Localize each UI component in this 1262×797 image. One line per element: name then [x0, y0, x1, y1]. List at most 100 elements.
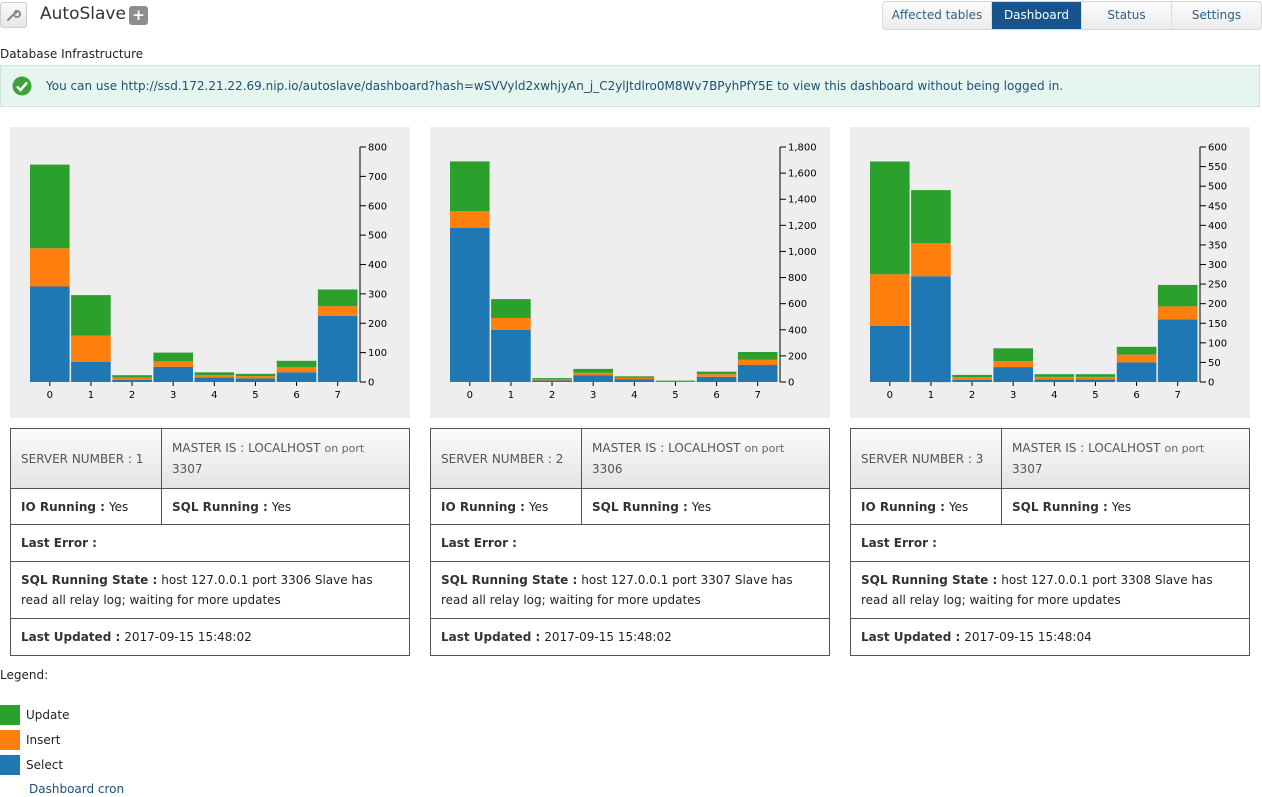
bar-segment-update: [491, 299, 531, 318]
notice-text: You can use http://ssd.172.21.22.69.nip.…: [46, 79, 1064, 93]
y-tick-label: 200: [788, 351, 807, 362]
bar-segment-insert: [235, 376, 276, 379]
y-tick-label: 1,800: [788, 143, 817, 154]
bar-segment-update: [235, 373, 276, 377]
x-tick-label: 1: [88, 390, 94, 401]
bar-segment-insert: [696, 374, 737, 377]
server-number: SERVER NUMBER : 2: [431, 429, 582, 488]
y-tick-label: 300: [1208, 260, 1227, 271]
x-tick-label: 1: [508, 390, 514, 401]
x-tick-label: 5: [252, 390, 258, 401]
x-tick-label: 0: [887, 390, 893, 401]
bar-segment-select: [614, 379, 655, 382]
sql-running-state: SQL Running State : host 127.0.0.1 port 3…: [861, 573, 1213, 607]
x-tick-label: 4: [211, 390, 217, 401]
check-circle-icon: [12, 76, 32, 96]
add-button[interactable]: +: [129, 6, 148, 25]
bar-segment-select: [870, 326, 910, 382]
bar-segment-insert: [194, 375, 235, 378]
y-tick-label: 0: [368, 378, 374, 389]
bar-segment-insert: [450, 211, 490, 228]
bar-segment-insert: [30, 248, 70, 287]
y-tick-label: 500: [1208, 182, 1227, 193]
dashboard-cron-link[interactable]: Dashboard cron: [29, 782, 125, 796]
bar-segment-update: [71, 295, 111, 336]
y-tick-label: 550: [1208, 162, 1227, 173]
x-tick-label: 3: [170, 390, 176, 401]
tab-settings[interactable]: Settings: [1191, 8, 1242, 22]
tab-dashboard[interactable]: Dashboard: [992, 2, 1082, 29]
bar-segment-select: [1075, 379, 1116, 382]
legend-swatch: [0, 755, 20, 775]
bar-segment-select: [911, 276, 951, 383]
last-error: Last Error :: [861, 536, 937, 550]
master-info: MASTER IS : LOCALHOST on port 3307: [172, 441, 365, 476]
legend-item-select: Select: [0, 755, 63, 775]
server-chart: 0 1 2 3 4 5 6 7 0 200 400 600 800 1,000 1,200 1,400 1,60…: [430, 127, 830, 418]
legend-item-update: Update: [0, 705, 69, 725]
bar-segment-update: [870, 161, 910, 275]
bar-segment-select: [235, 378, 276, 382]
bar-segment-insert: [614, 377, 655, 380]
y-tick-label: 1,400: [788, 195, 817, 206]
y-tick-label: 200: [1208, 299, 1227, 310]
bar-segment-insert: [1034, 376, 1075, 380]
sql-running: SQL Running : Yes: [1012, 499, 1132, 514]
legend-swatch: [0, 730, 20, 750]
server-chart: 0 1 2 3 4 5 6 7 0 50 100 150 200 250 300 350 400 450 500 55…: [850, 127, 1250, 418]
bar-segment-update: [1116, 346, 1157, 355]
master-info: MASTER IS : LOCALHOST on port 3306: [592, 441, 785, 476]
server-panel-2: 0 1 2 3 4 5 6 7 0 200 400 600 800 1,000 1,200 1,400 1,60…: [430, 127, 830, 656]
wrench-icon: [6, 9, 21, 21]
x-tick-label: 7: [1175, 390, 1181, 401]
sql-running-state: SQL Running State : host 127.0.0.1 port 3…: [441, 573, 793, 607]
bar-segment-insert: [911, 243, 951, 277]
y-tick-label: 1,200: [788, 221, 817, 232]
x-tick-label: 0: [467, 390, 473, 401]
server-info-table: SERVER NUMBER : 2 MASTER IS : LOCALHOST o…: [430, 428, 830, 656]
legend-swatch: [0, 705, 20, 725]
x-tick-label: 2: [129, 390, 135, 401]
x-tick-label: 4: [1051, 390, 1057, 401]
bar-segment-insert: [993, 361, 1033, 368]
bar-segment-select: [737, 365, 778, 382]
bar-segment-select: [491, 329, 531, 382]
y-tick-label: 200: [368, 319, 387, 330]
y-tick-label: 250: [1208, 280, 1227, 291]
last-error: Last Error :: [21, 536, 97, 550]
tab-affected-tables[interactable]: Affected tables: [883, 2, 992, 29]
settings-wrench-button[interactable]: [0, 2, 27, 28]
bar-segment-select: [194, 377, 235, 382]
bar-segment-select: [450, 227, 490, 382]
y-tick-label: 1,600: [788, 169, 817, 180]
info-notice: You can use http://ssd.172.21.22.69.nip.…: [0, 65, 1260, 107]
x-tick-label: 5: [1092, 390, 1098, 401]
bar-segment-update: [276, 360, 317, 368]
last-updated: Last Updated :2017-09-15 15:48:04: [861, 630, 1092, 644]
server-info-table: SERVER NUMBER : 3 MASTER IS : LOCALHOST o…: [850, 428, 1250, 656]
bar-segment-insert: [532, 379, 572, 381]
master-port: 3306: [592, 462, 623, 476]
y-tick-label: 400: [1208, 221, 1227, 232]
y-tick-label: 50: [1208, 358, 1221, 369]
stacked-bar-chart: 0 1 2 3 4 5 6 7 0 100 200 300 400 500 600 700 800: [30, 143, 387, 401]
bar-segment-insert: [71, 335, 111, 362]
stacked-bar-chart: 0 1 2 3 4 5 6 7 0 50 100 150 200 250 300 350 400 450 500 55…: [870, 143, 1227, 401]
server-number: SERVER NUMBER : 1: [11, 429, 162, 488]
y-tick-label: 400: [368, 260, 387, 271]
legend-title: Legend:: [0, 668, 49, 682]
x-tick-label: 1: [928, 390, 934, 401]
tab-status[interactable]: Status: [1082, 2, 1172, 29]
server-panel-3: 0 1 2 3 4 5 6 7 0 50 100 150 200 250 300 350 400 450 500 55…: [850, 127, 1250, 656]
server-chart: 0 1 2 3 4 5 6 7 0 100 200 300 400 500 600 700 800: [10, 127, 410, 418]
bar-segment-select: [1116, 362, 1157, 382]
bar-segment-update: [532, 378, 572, 380]
bar-segment-insert: [112, 377, 152, 380]
bar-segment-update: [153, 352, 193, 362]
bar-segment-insert: [1075, 376, 1116, 380]
app-title: AutoSlave: [40, 4, 126, 24]
io-running: IO Running : Yes: [431, 489, 582, 524]
x-tick-label: 2: [549, 390, 555, 401]
section-title: Database Infrastructure: [0, 47, 144, 61]
y-tick-label: 450: [1208, 201, 1227, 212]
